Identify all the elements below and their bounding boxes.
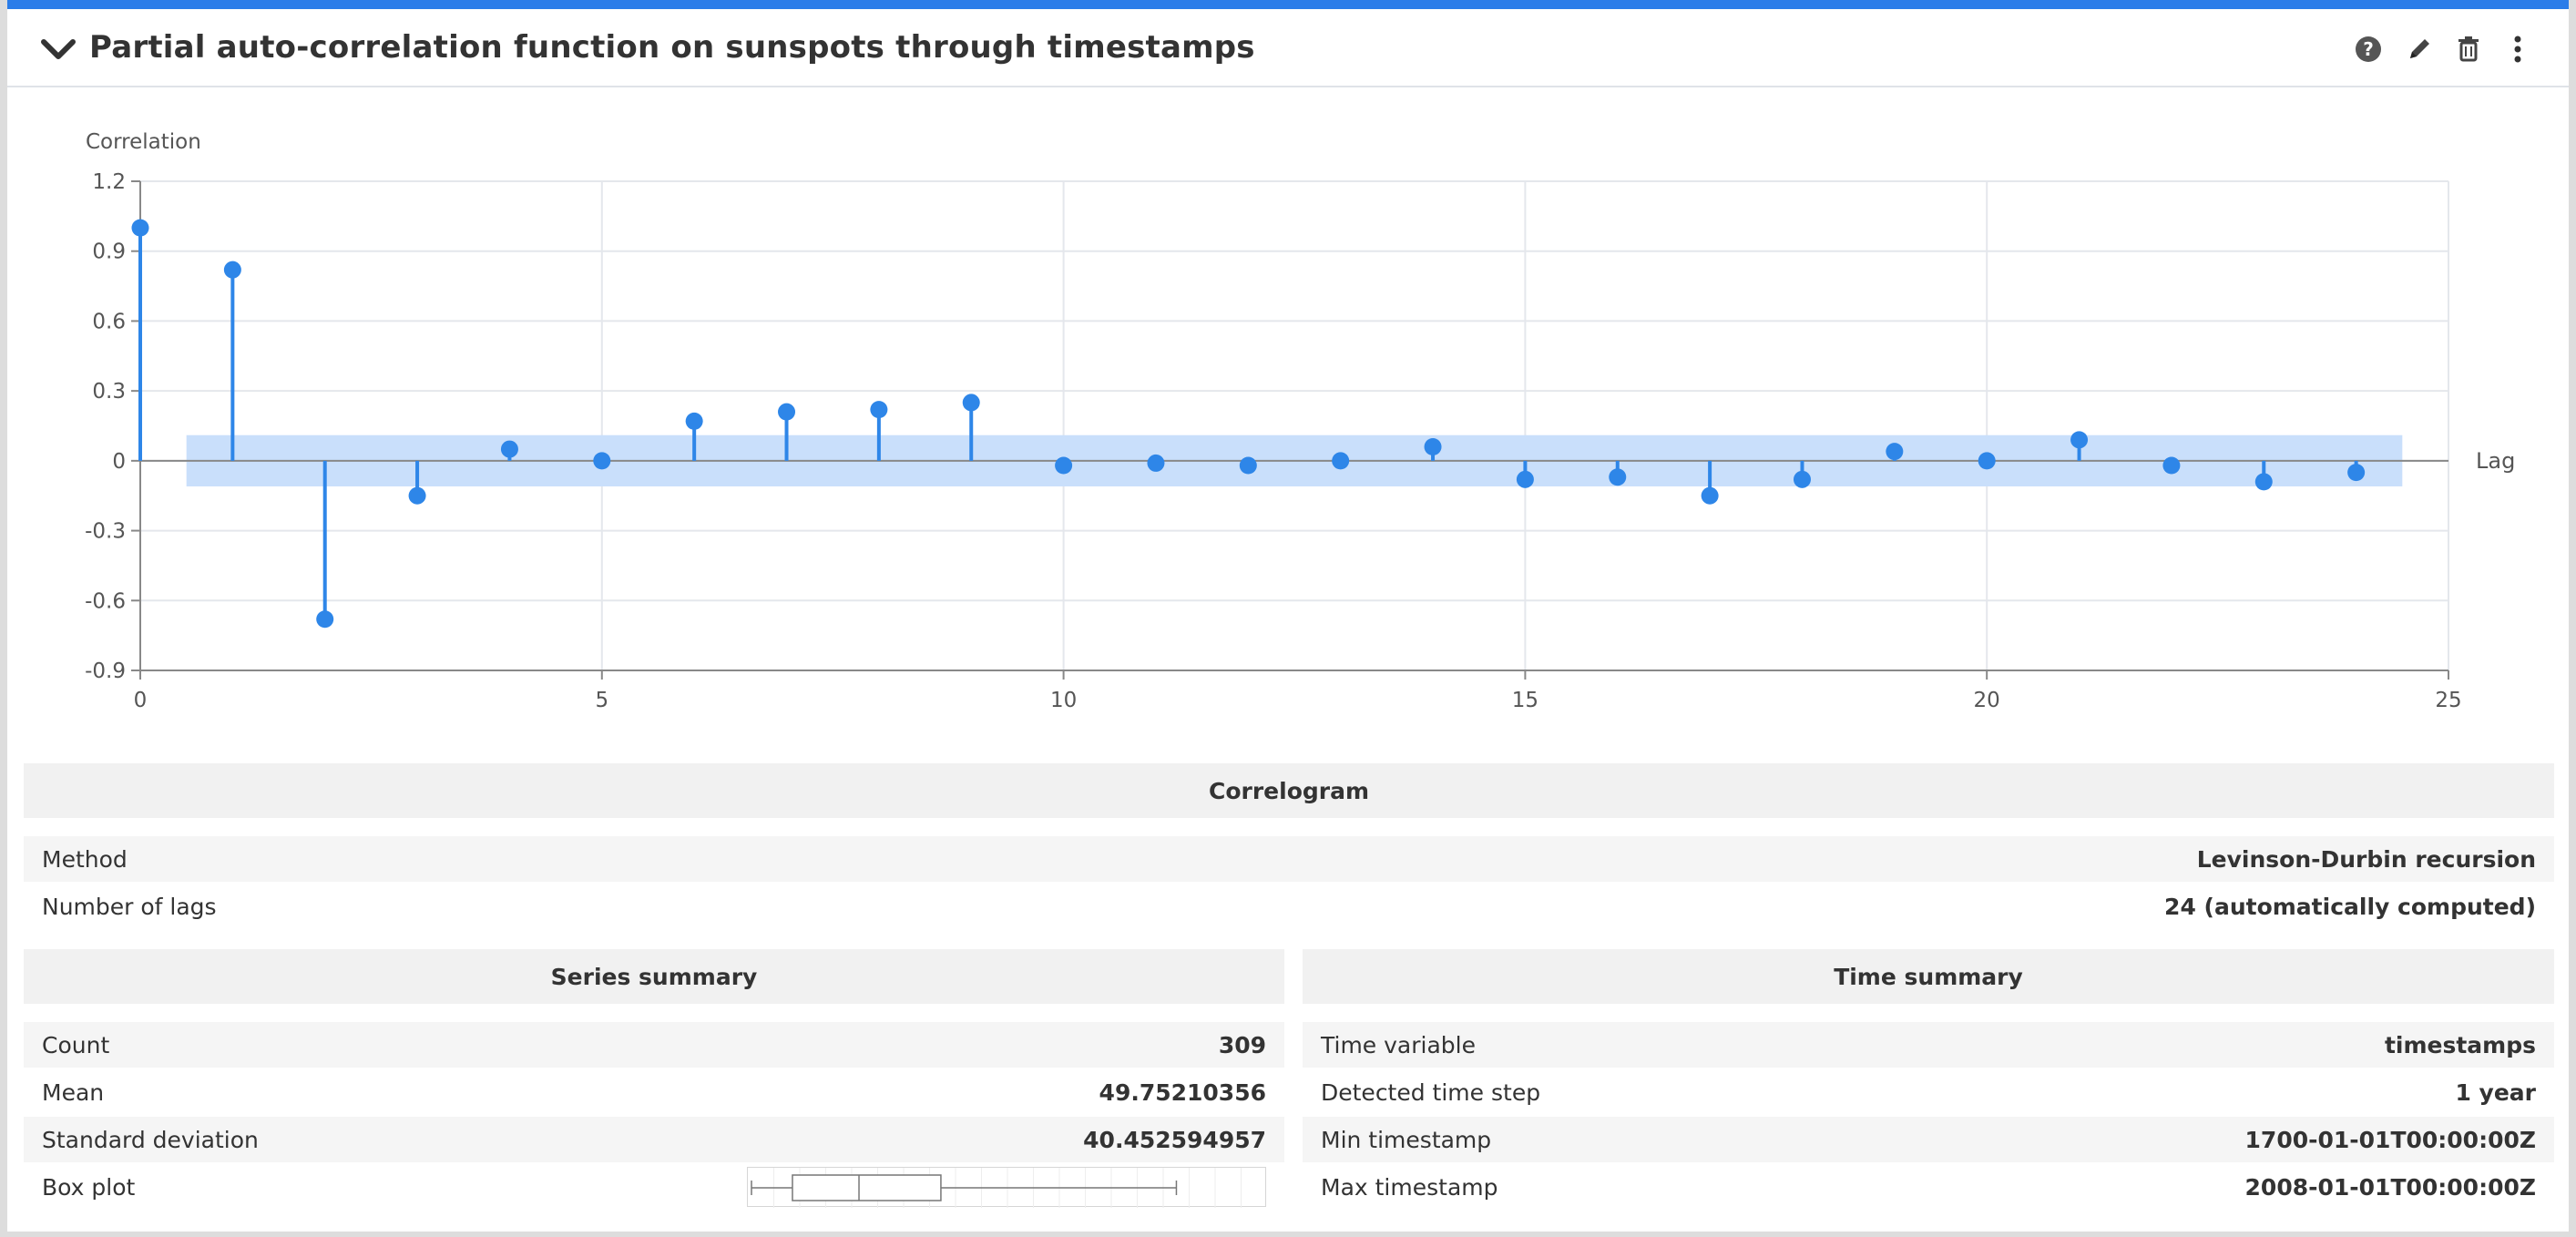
more-vertical-icon[interactable] [2501, 33, 2534, 66]
row-value: 2008-01-01T00:00:00Z [2244, 1173, 2536, 1201]
series-row-boxplot: Box plot [24, 1164, 1284, 1210]
pacf-point [2347, 464, 2366, 482]
pacf-point [1239, 456, 1257, 475]
pacf-point [870, 401, 888, 419]
time-summary-heading: Time summary [1303, 949, 2554, 1004]
trash-icon[interactable] [2452, 33, 2485, 66]
row-label: Number of lags [42, 893, 217, 920]
pacf-point [1055, 456, 1073, 475]
time-row-variable: Time variable timestamps [1303, 1022, 2554, 1068]
pacf-point [962, 394, 980, 412]
y-tick-label: 0.6 [92, 310, 126, 333]
pacf-chart-svg: 1.2 0.9 0.6 0.3 0 -0.3 -0.6 -0.9 0 5 10 15 20 25 Corre… [85, 130, 2515, 712]
x-tick-label: 10 [1050, 689, 1077, 712]
y-tick-label: -0.6 [85, 589, 126, 613]
row-label: Method [42, 845, 128, 873]
row-value: Levinson-Durbin recursion [2196, 845, 2536, 873]
pacf-point [778, 403, 796, 421]
pacf-point [316, 610, 334, 629]
series-row-count: Count 309 [24, 1022, 1284, 1068]
series-row-std: Standard deviation 40.452594957 [24, 1117, 1284, 1162]
boxplot-box [792, 1174, 942, 1201]
time-row-max: Max timestamp 2008-01-01T00:00:00Z [1303, 1164, 2554, 1210]
row-label: Time variable [1321, 1031, 1476, 1058]
pacf-point [1332, 452, 1350, 470]
correlogram-row-method: Method Levinson-Durbin recursion [24, 836, 2554, 882]
card-title: Partial auto-correlation function on sun… [89, 29, 1255, 66]
x-tick-label: 15 [1512, 689, 1538, 712]
x-axis-title: Lag [2476, 448, 2515, 474]
row-label: Standard deviation [42, 1126, 259, 1153]
pacf-point [1793, 470, 1811, 488]
pacf-point [223, 261, 241, 279]
chevron-down-icon[interactable] [40, 36, 77, 62]
pacf-point [685, 412, 703, 430]
pacf-point [1147, 454, 1165, 472]
boxplot [747, 1167, 1266, 1208]
y-tick-label: 0.9 [92, 240, 126, 264]
help-icon[interactable]: ? [2352, 33, 2385, 66]
x-tick-label: 20 [1974, 689, 2000, 712]
edit-icon[interactable] [2403, 33, 2436, 66]
card-header: Partial auto-correlation function on sun… [7, 9, 2569, 87]
correlogram-row-lags: Number of lags 24 (automatically compute… [24, 884, 2554, 929]
pacf-point [1978, 452, 1996, 470]
y-tick-label: 0 [112, 450, 126, 474]
row-label: Box plot [42, 1173, 136, 1201]
pacf-point [593, 452, 611, 470]
y-tick-label: -0.9 [85, 659, 126, 683]
pacf-point [1424, 438, 1442, 456]
card-accent-bar [7, 0, 2569, 9]
pacf-point [131, 219, 149, 237]
row-value: 24 (automatically computed) [2164, 893, 2536, 920]
row-value: 49.75210356 [1099, 1079, 1266, 1106]
pacf-point [2254, 473, 2273, 491]
row-label: Min timestamp [1321, 1126, 1492, 1153]
pacf-chart: 1.2 0.9 0.6 0.3 0 -0.3 -0.6 -0.9 0 5 10 15 20 25 Corre… [35, 109, 2549, 729]
x-tick-label: 5 [595, 689, 608, 712]
row-label: Detected time step [1321, 1079, 1541, 1106]
pacf-point [1516, 470, 1534, 488]
pacf-point [1609, 468, 1627, 486]
svg-text:?: ? [2363, 38, 2374, 60]
x-tick-label: 25 [2435, 689, 2461, 712]
time-row-min: Min timestamp 1700-01-01T00:00:00Z [1303, 1117, 2554, 1162]
row-value: 309 [1218, 1031, 1266, 1058]
pacf-point [500, 440, 518, 458]
row-label: Mean [42, 1079, 105, 1106]
row-value: 40.452594957 [1083, 1126, 1266, 1153]
y-tick-label: 1.2 [92, 170, 126, 194]
pacf-point [2162, 456, 2181, 475]
correlogram-heading: Correlogram [24, 763, 2554, 818]
row-value: 1700-01-01T00:00:00Z [2244, 1126, 2536, 1153]
pacf-point [408, 486, 426, 505]
row-label: Count [42, 1031, 110, 1058]
y-axis-title: Correlation [86, 130, 201, 154]
pacf-point [1701, 486, 1719, 505]
row-label: Max timestamp [1321, 1173, 1498, 1201]
pacf-point [2070, 431, 2089, 449]
pacf-point [1886, 443, 1904, 461]
series-row-mean: Mean 49.75210356 [24, 1069, 1284, 1115]
x-tick-label: 0 [134, 689, 148, 712]
row-value: 1 year [2455, 1079, 2536, 1106]
row-value: timestamps [2384, 1031, 2536, 1058]
y-tick-label: -0.3 [85, 520, 126, 544]
series-summary-heading: Series summary [24, 949, 1284, 1004]
y-tick-label: 0.3 [92, 380, 126, 404]
time-row-step: Detected time step 1 year [1303, 1069, 2554, 1115]
boxplot-svg [751, 1168, 1242, 1208]
